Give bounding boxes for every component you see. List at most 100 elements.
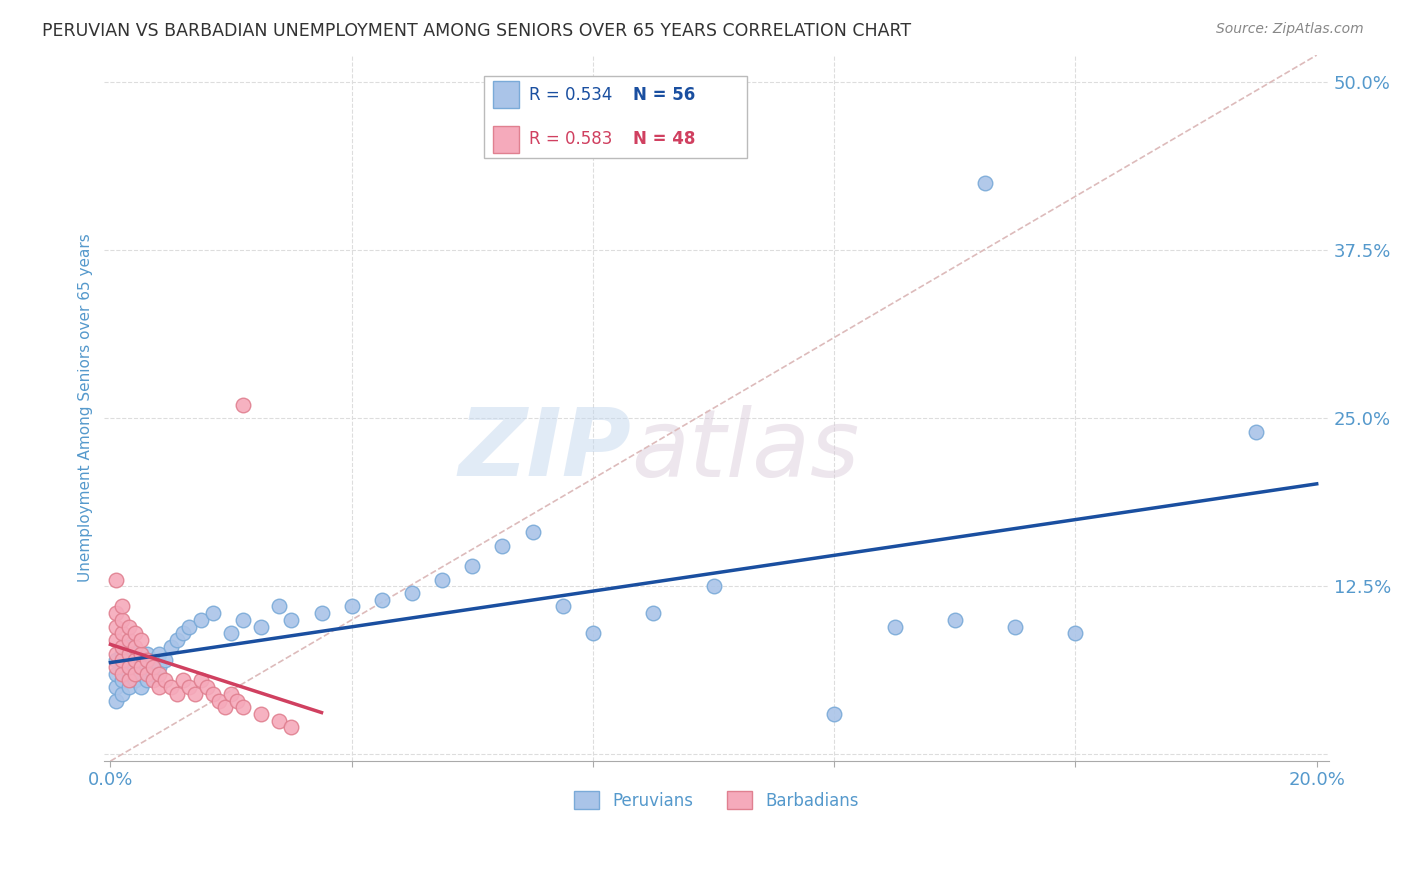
Point xyxy=(401,586,423,600)
Point xyxy=(214,700,236,714)
Point xyxy=(135,673,157,688)
Point xyxy=(371,592,394,607)
Point xyxy=(232,613,254,627)
Point xyxy=(142,660,165,674)
Point xyxy=(105,619,128,633)
Point xyxy=(105,660,128,674)
Point xyxy=(105,647,128,661)
Point xyxy=(153,653,176,667)
Text: N = 48: N = 48 xyxy=(633,130,696,148)
Point xyxy=(111,660,134,674)
Point xyxy=(111,640,134,654)
Point xyxy=(105,653,128,667)
Point xyxy=(190,613,212,627)
Point xyxy=(117,673,139,688)
Point xyxy=(172,626,194,640)
Point xyxy=(124,647,146,661)
Point xyxy=(124,673,146,688)
Point xyxy=(159,640,181,654)
Point xyxy=(135,660,157,674)
Point xyxy=(117,647,139,661)
Point xyxy=(124,666,146,681)
Point xyxy=(129,633,152,648)
Point xyxy=(250,619,273,633)
Point xyxy=(111,599,134,614)
Point xyxy=(111,666,134,681)
Bar xyxy=(492,81,519,108)
Point xyxy=(129,647,152,661)
Point xyxy=(117,666,139,681)
Point xyxy=(124,660,146,674)
Point xyxy=(142,666,165,681)
Point xyxy=(172,673,194,688)
Text: ZIP: ZIP xyxy=(458,404,631,497)
Point xyxy=(105,633,128,648)
Text: N = 56: N = 56 xyxy=(633,86,696,103)
Point xyxy=(111,626,134,640)
Point xyxy=(226,693,249,707)
Point xyxy=(153,673,176,688)
Point xyxy=(703,579,725,593)
Point xyxy=(105,573,128,587)
Bar xyxy=(492,126,519,153)
Point xyxy=(135,666,157,681)
Text: R = 0.534: R = 0.534 xyxy=(529,86,613,103)
Point xyxy=(117,633,139,648)
Point xyxy=(195,680,218,694)
Point xyxy=(135,647,157,661)
Point xyxy=(124,626,146,640)
Point xyxy=(340,599,363,614)
Point xyxy=(311,606,333,620)
Point xyxy=(232,398,254,412)
Point xyxy=(974,176,997,190)
Point xyxy=(551,599,574,614)
Legend: Peruvians, Barbadians: Peruvians, Barbadians xyxy=(568,785,866,816)
Point xyxy=(148,680,170,694)
Point xyxy=(105,606,128,620)
Point xyxy=(280,721,302,735)
Text: PERUVIAN VS BARBADIAN UNEMPLOYMENT AMONG SENIORS OVER 65 YEARS CORRELATION CHART: PERUVIAN VS BARBADIAN UNEMPLOYMENT AMONG… xyxy=(42,22,911,40)
Point xyxy=(250,706,273,721)
Point xyxy=(148,647,170,661)
Point xyxy=(159,680,181,694)
Point xyxy=(117,660,139,674)
Point xyxy=(117,640,139,654)
Point xyxy=(269,599,291,614)
Point xyxy=(430,573,453,587)
Point xyxy=(823,706,845,721)
Text: Source: ZipAtlas.com: Source: ZipAtlas.com xyxy=(1216,22,1364,37)
Point xyxy=(522,525,544,540)
Point xyxy=(883,619,905,633)
Point xyxy=(177,680,200,694)
Text: atlas: atlas xyxy=(631,405,859,496)
Point xyxy=(105,666,128,681)
FancyBboxPatch shape xyxy=(484,77,747,158)
Point xyxy=(219,626,242,640)
Point xyxy=(111,653,134,667)
Point xyxy=(124,653,146,667)
Point xyxy=(166,633,188,648)
Point xyxy=(142,653,165,667)
Point xyxy=(129,680,152,694)
Point xyxy=(124,640,146,654)
Point xyxy=(582,626,605,640)
Point xyxy=(208,693,231,707)
Point xyxy=(269,714,291,728)
Point xyxy=(111,673,134,688)
Point xyxy=(111,613,134,627)
Point xyxy=(943,613,966,627)
Point xyxy=(201,606,224,620)
Point xyxy=(491,539,513,553)
Point xyxy=(280,613,302,627)
Point xyxy=(148,660,170,674)
Y-axis label: Unemployment Among Seniors over 65 years: Unemployment Among Seniors over 65 years xyxy=(79,234,93,582)
Point xyxy=(1246,425,1268,439)
Point xyxy=(117,619,139,633)
Point xyxy=(117,680,139,694)
Point xyxy=(461,559,484,574)
Point xyxy=(129,666,152,681)
Point xyxy=(219,687,242,701)
Point xyxy=(117,653,139,667)
Point xyxy=(1004,619,1026,633)
Point xyxy=(166,687,188,701)
